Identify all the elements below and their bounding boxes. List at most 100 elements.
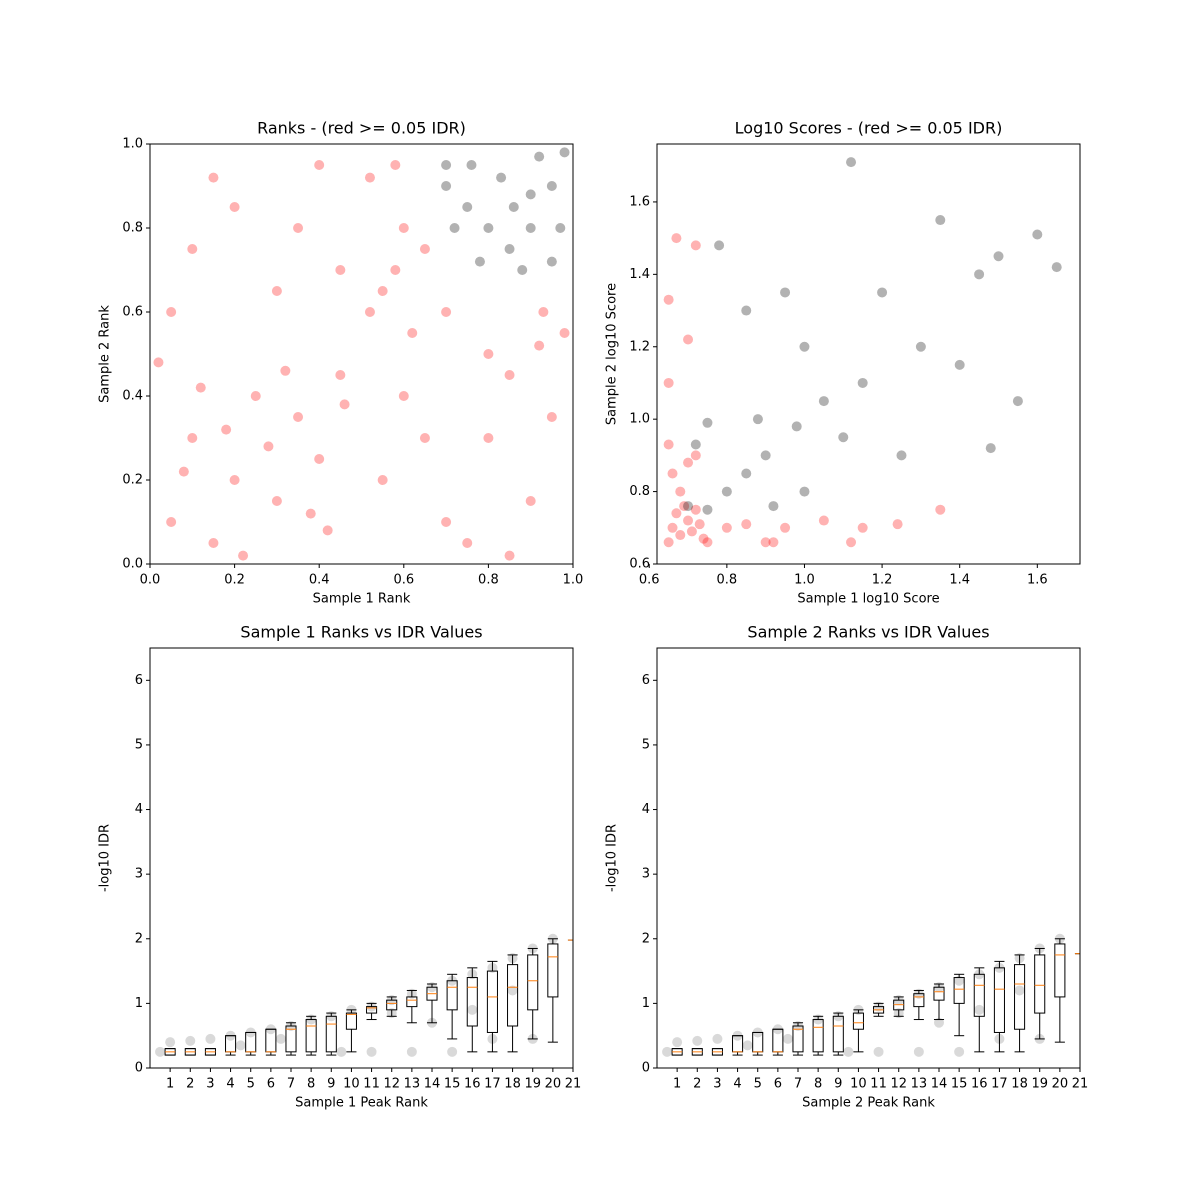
point bbox=[663, 439, 674, 450]
y-tick-label: 3 bbox=[135, 867, 143, 882]
subplot: 1 2 3 4 5 6 7 8 9 10 11 12 13 14 15 16 17 18 19 20 210123456… bbox=[98, 623, 582, 1111]
x-tick-label: 17 bbox=[991, 1077, 1008, 1092]
point bbox=[690, 450, 701, 461]
box bbox=[345, 1012, 357, 1030]
y-tick-label: 0 bbox=[135, 1061, 143, 1076]
plot-area bbox=[663, 157, 1062, 548]
box bbox=[1054, 943, 1066, 998]
point bbox=[187, 244, 198, 254]
x-tick-label: 5 bbox=[247, 1077, 255, 1092]
point bbox=[721, 486, 732, 497]
x-tick-label: 21 bbox=[1072, 1077, 1089, 1092]
x-tick-label: 0.8 bbox=[478, 573, 499, 588]
point bbox=[818, 515, 829, 526]
point bbox=[846, 537, 857, 548]
axes-frame bbox=[656, 647, 1081, 1069]
box bbox=[913, 993, 925, 1008]
point bbox=[672, 1037, 683, 1048]
y-tick-label: 0.0 bbox=[122, 557, 143, 572]
point bbox=[377, 475, 388, 485]
point bbox=[742, 1040, 753, 1051]
point bbox=[768, 537, 779, 548]
y-tick-label: 2 bbox=[642, 931, 650, 946]
point bbox=[782, 1033, 793, 1044]
point bbox=[818, 396, 829, 407]
x-tick-label: 5 bbox=[754, 1077, 762, 1092]
y-tick-label: 1.4 bbox=[629, 267, 650, 282]
subplot: 1 2 3 4 5 6 7 8 9 10 11 12 13 14 15 16 17 18 19 20 210123456… bbox=[605, 623, 1089, 1111]
point bbox=[752, 414, 763, 425]
point bbox=[877, 287, 888, 298]
x-tick-label: 1.2 bbox=[872, 573, 893, 588]
point bbox=[419, 244, 430, 254]
axes-frame bbox=[149, 647, 574, 1069]
point bbox=[525, 496, 536, 506]
x-tick-label: 8 bbox=[814, 1077, 822, 1092]
point bbox=[335, 265, 346, 275]
point bbox=[441, 160, 452, 170]
point bbox=[538, 307, 549, 317]
point bbox=[934, 1017, 944, 1028]
point bbox=[366, 1046, 377, 1057]
x-axis-label: Sample 1 Rank bbox=[313, 592, 411, 607]
point bbox=[419, 433, 430, 443]
point bbox=[760, 537, 771, 548]
plot-area bbox=[662, 933, 1080, 1057]
point bbox=[504, 244, 515, 254]
x-tick-label: 14 bbox=[931, 1077, 948, 1092]
point bbox=[364, 172, 375, 183]
x-tick-label: 3 bbox=[206, 1077, 214, 1092]
point bbox=[741, 305, 752, 316]
point bbox=[675, 530, 686, 541]
point bbox=[390, 160, 401, 170]
point bbox=[398, 391, 409, 401]
point bbox=[714, 240, 725, 251]
subplot: 0.6 0.8 1.0 1.2 1.4 1.6 0.6 0.8 1.0 1.2 1.4 1.6 Log1… bbox=[605, 119, 1081, 607]
point bbox=[1014, 985, 1025, 996]
point bbox=[702, 504, 713, 515]
point bbox=[974, 269, 985, 280]
point bbox=[178, 466, 189, 477]
y-tick-label: 1.0 bbox=[122, 137, 143, 152]
x-tick-label: 1 bbox=[673, 1077, 681, 1092]
axes-frame bbox=[656, 143, 1081, 565]
x-tick-label: 1.4 bbox=[949, 573, 970, 588]
x-tick-label: 16 bbox=[971, 1077, 988, 1092]
y-axis-label: Sample 2 Rank bbox=[98, 305, 113, 403]
x-tick-label: 3 bbox=[713, 1077, 721, 1092]
point bbox=[398, 223, 409, 233]
point bbox=[314, 160, 325, 170]
point bbox=[663, 377, 674, 388]
point bbox=[954, 975, 965, 986]
point bbox=[229, 202, 240, 212]
point bbox=[683, 501, 694, 512]
point bbox=[250, 391, 261, 401]
box bbox=[973, 973, 985, 1017]
box bbox=[1014, 964, 1026, 1030]
x-tick-label: 8 bbox=[307, 1077, 315, 1092]
point bbox=[721, 522, 732, 533]
point bbox=[683, 334, 694, 345]
point bbox=[305, 508, 316, 519]
axes-frame bbox=[149, 143, 574, 565]
point bbox=[153, 357, 164, 368]
plot-area bbox=[153, 147, 570, 561]
point bbox=[263, 441, 274, 452]
y-tick-label: 4 bbox=[642, 802, 650, 817]
point bbox=[271, 286, 282, 296]
point bbox=[205, 1033, 216, 1044]
y-tick-label: 0.6 bbox=[122, 305, 143, 320]
box bbox=[527, 954, 539, 1011]
x-tick-label: 18 bbox=[1011, 1077, 1028, 1092]
point bbox=[447, 1046, 458, 1057]
point bbox=[534, 151, 545, 162]
x-tick-label: 13 bbox=[404, 1077, 421, 1092]
point bbox=[702, 537, 713, 548]
box bbox=[1034, 954, 1046, 1014]
point bbox=[221, 424, 232, 435]
y-tick-label: 5 bbox=[135, 737, 143, 752]
point bbox=[702, 417, 713, 428]
point bbox=[667, 468, 678, 479]
y-tick-label: 0 bbox=[642, 1061, 650, 1076]
x-tick-label: 4 bbox=[733, 1077, 741, 1092]
